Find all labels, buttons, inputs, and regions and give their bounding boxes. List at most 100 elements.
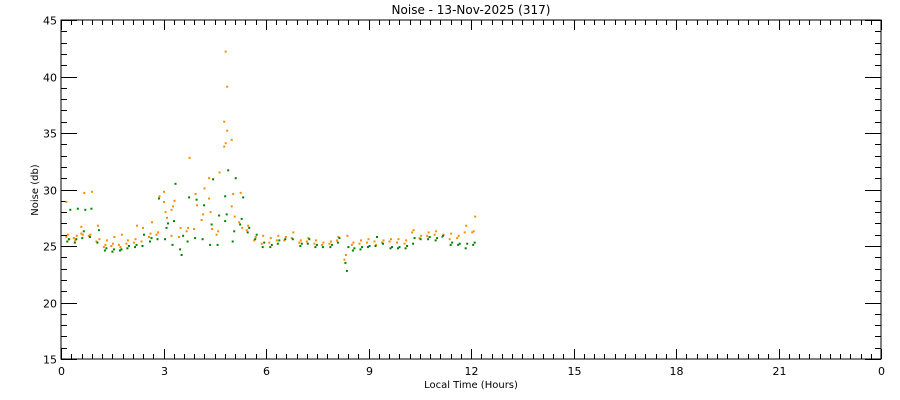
orange-point [465,224,468,227]
green-point [351,249,354,252]
green-point [382,242,384,245]
orange-point [375,243,377,246]
orange-point [126,239,129,242]
orange-point [75,234,78,237]
green-point [306,242,309,245]
orange-point [388,240,391,243]
orange-point [329,240,332,243]
orange-point [298,241,301,244]
green-point [182,234,185,237]
orange-point [120,233,123,236]
green-point [240,217,243,220]
orange-point [299,239,302,242]
orange-point [239,191,242,194]
green-point [231,240,234,243]
orange-point [224,142,227,145]
orange-point [358,242,361,245]
green-point [156,238,159,241]
orange-point [217,230,220,233]
orange-point [418,237,421,240]
green-point [406,245,409,247]
orange-point [163,200,165,203]
green-point [149,240,151,243]
orange-point [173,199,176,202]
green-point [210,223,213,226]
green-point [248,226,251,229]
green-point [173,220,175,223]
orange-point [149,232,152,235]
green-point [449,243,452,246]
orange-point [381,241,383,244]
green-point [201,238,204,241]
green-point [81,237,84,240]
green-point [212,178,215,181]
green-point [97,229,100,232]
orange-point [420,234,423,237]
orange-point [81,233,84,236]
green-point [120,248,123,251]
green-point [224,220,227,223]
green-point [179,248,182,251]
green-point [180,254,183,256]
green-point [66,240,69,243]
orange-point [352,241,355,244]
orange-point [463,231,466,234]
green-point [368,245,371,247]
green-point [442,234,445,237]
green-point [174,182,177,185]
orange-point [411,231,414,234]
orange-point [305,240,308,243]
green-point [473,241,476,244]
green-point [374,245,377,247]
orange-point [412,229,415,232]
green-point [88,236,91,238]
x-tick-label: 21 [773,365,787,378]
orange-point [66,233,69,236]
green-point [397,247,399,250]
orange-point [117,243,120,246]
orange-point [170,234,173,237]
green-point [150,237,153,240]
green-point [263,241,266,244]
orange-point [456,237,459,240]
orange-point [350,243,353,246]
orange-point [140,240,143,243]
green-point [276,242,279,245]
orange-point [133,241,135,244]
orange-point [360,239,362,242]
green-point [278,239,281,242]
orange-point [247,224,250,227]
orange-point [151,221,153,224]
green-point [336,241,339,244]
green-point [457,243,460,246]
green-point [186,240,189,243]
green-point [234,177,237,180]
orange-point [89,233,92,236]
orange-point [223,120,226,123]
green-point [419,238,422,241]
orange-point [224,50,227,53]
green-point [434,239,437,242]
green-point [118,249,121,252]
orange-point [344,254,347,256]
orange-point [284,236,287,238]
orange-point [314,239,317,242]
green-point [376,236,378,238]
orange-point [136,224,138,227]
plot-frame [60,19,882,360]
orange-point [307,237,310,240]
orange-point [427,231,430,234]
green-point [291,238,294,241]
orange-point [193,228,196,230]
orange-point [232,193,235,195]
green-point [111,250,114,253]
orange-point [343,258,346,261]
orange-point [366,241,368,244]
green-point [126,247,129,250]
orange-point [125,242,128,245]
orange-point [390,238,392,241]
orange-point [111,242,114,245]
green-point [269,246,272,249]
y-tick-label: 25 [43,241,57,254]
